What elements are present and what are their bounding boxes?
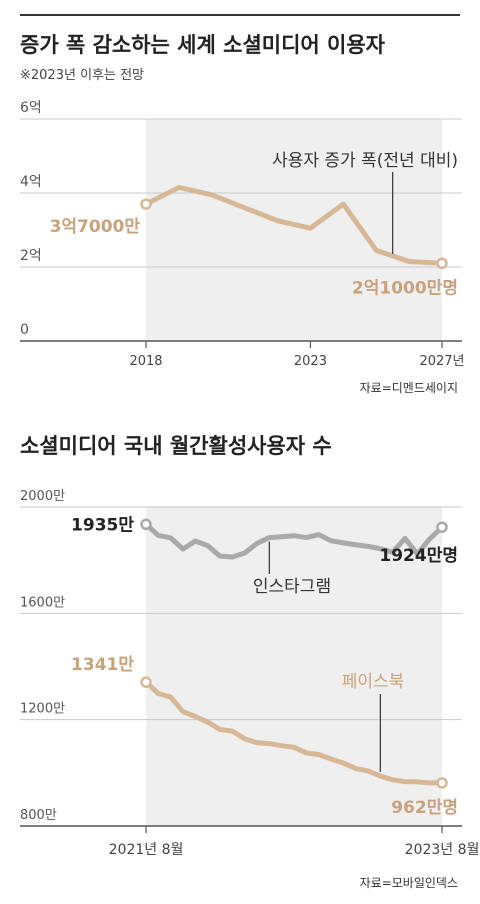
- chart-1-y-tick-label: 6억: [20, 100, 42, 116]
- chart-2-facebook-series-label: 페이스북: [342, 672, 405, 692]
- chart-2-instagram-line: [143, 521, 445, 560]
- chart-1-y-tick-label: 4억: [20, 174, 42, 190]
- chart-2-source: 자료=모바일인덱스: [360, 876, 458, 890]
- chart-1-grid: 6억 4억 2억 0 2018 2023 2027년: [20, 100, 465, 369]
- chart-2-y-tick-label: 1600만: [20, 595, 65, 610]
- chart-2-instagram-start-label: 1935만: [71, 515, 134, 535]
- chart-1-x-tick-label: 2027년: [419, 354, 464, 369]
- chart-2-instagram-end-point: [436, 521, 448, 533]
- chart-1-start-label: 3억7000만: [50, 217, 141, 237]
- chart-2-facebook-start-point: [140, 676, 152, 688]
- chart-2-instagram-end-label: 1924만명: [379, 546, 458, 566]
- chart-2-facebook-line: [143, 679, 445, 786]
- chart-1-subtitle: ※2023년 이후는 전망: [20, 68, 144, 83]
- chart-2-grid: 2000만 1600만 1200만 800만 2021년 8월 2023년 8월: [20, 489, 479, 858]
- chart-2-facebook-end-point: [436, 777, 448, 789]
- chart-2-x-tick-label: 2023년 8월: [405, 842, 480, 858]
- chart-1-series-label: 사용자 증가 폭(전년 대비): [272, 151, 458, 171]
- chart-1-plot: 사용자 증가 폭(전년 대비) 3억7000만 2억1000만명: [50, 151, 458, 298]
- chart-2-y-tick-label: 1200만: [20, 702, 65, 717]
- header-rule: [20, 14, 460, 16]
- chart-1-y-tick-label: 2억: [20, 248, 42, 264]
- chart-2-instagram-start-point: [140, 518, 152, 531]
- chart-2-title: 소셜미디어 국내 월간활성사용자 수: [20, 434, 332, 458]
- chart-2-y-tick-label: 800만: [20, 808, 57, 823]
- chart-1-y-tick-label: 0: [20, 322, 29, 338]
- chart-1-end-label: 2억1000만명: [352, 278, 458, 298]
- chart-1-x-tick-label: 2023: [294, 354, 327, 369]
- chart-1-x-tick-label: 2018: [129, 354, 162, 369]
- chart-2-instagram-series-label: 인스타그램: [253, 577, 331, 597]
- chart-1-end-point: [436, 257, 448, 270]
- chart-2-facebook-start-label: 1341만: [71, 655, 134, 675]
- chart-2-facebook-end-label: 962만명: [391, 798, 458, 818]
- chart-1-title: 증가 폭 감소하는 세계 소셜미디어 이용자: [20, 33, 386, 57]
- chart-1-series-line: [143, 184, 445, 266]
- chart-2-x-tick-label: 2021년 8월: [109, 842, 184, 858]
- chart-1-start-point: [140, 198, 152, 210]
- chart-2-shaded-area: [146, 507, 442, 826]
- chart-2-y-tick-label: 2000만: [20, 489, 65, 504]
- chart-1-source: 자료=디멘드세이지: [360, 381, 458, 395]
